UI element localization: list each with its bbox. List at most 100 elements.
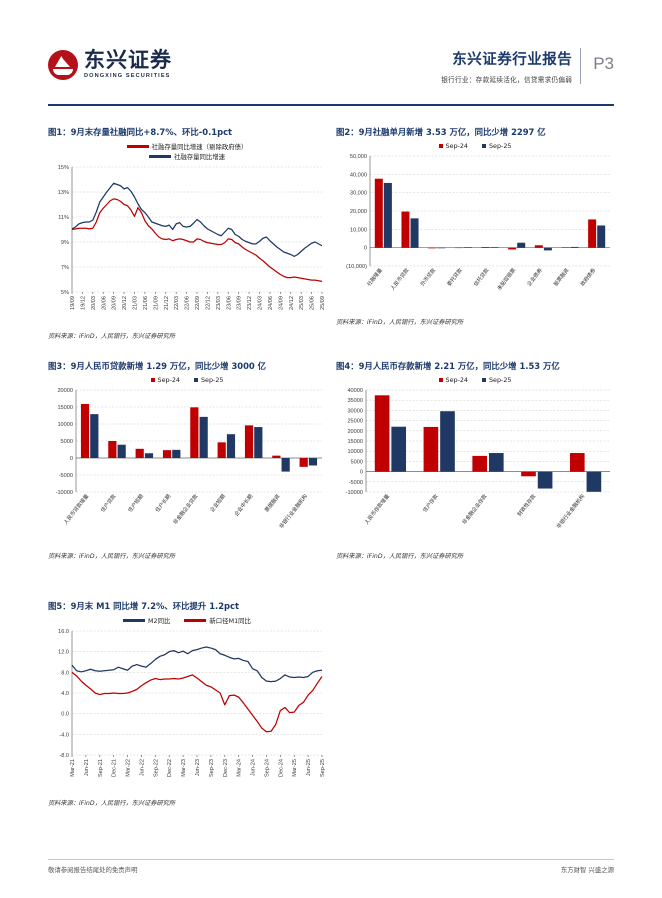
svg-text:企业债券: 企业债券 — [525, 266, 545, 288]
figure-3-legend: Sep-24 Sep-25 — [48, 376, 326, 384]
figure-1-legend-2: 社融存量同比增速 — [48, 152, 326, 161]
svg-text:30000: 30000 — [347, 408, 363, 414]
svg-text:30,000: 30,000 — [350, 191, 367, 197]
logo-name-en: DONGXING SECURITIES — [84, 73, 171, 80]
svg-text:21/09: 21/09 — [153, 296, 159, 310]
header-divider — [48, 104, 614, 107]
page-header: 东兴证券 DONGXING SECURITIES 东兴证券行业报告 银行行业：存… — [48, 48, 614, 96]
svg-text:-8.0: -8.0 — [59, 753, 69, 759]
legend-item: 新口径M1同比 — [184, 616, 251, 625]
svg-text:非银行业金融机构: 非银行业金融机构 — [554, 492, 586, 530]
legend-swatch-icon — [482, 144, 486, 148]
svg-text:25/09: 25/09 — [320, 296, 326, 310]
report-title: 东兴证券行业报告 — [452, 52, 573, 68]
figure-panel-2: 图2：9月社融单月新增 3.53 万亿，同比少增 2297 亿 Sep-24 S… — [336, 126, 614, 326]
svg-text:20,000: 20,000 — [350, 209, 367, 215]
logo-name-cn: 东兴证券 — [84, 48, 172, 73]
legend-item: Sep-24 — [438, 376, 468, 384]
svg-text:Sep-21: Sep-21 — [98, 759, 104, 777]
legend-swatch-icon — [126, 145, 149, 148]
svg-text:0: 0 — [364, 246, 367, 252]
svg-text:Dec-22: Dec-22 — [167, 759, 173, 777]
figure-5-legend: M2同比 新口径M1同比 — [48, 616, 326, 625]
figure-1-legend: 社融存量同比增速（剔除政府债） — [48, 142, 326, 151]
svg-text:24/09: 24/09 — [278, 296, 284, 310]
svg-text:Sep-22: Sep-22 — [153, 759, 159, 777]
svg-text:5%: 5% — [61, 290, 69, 296]
figure-4-legend: Sep-24 Sep-25 — [336, 376, 614, 384]
legend-swatch-icon — [438, 378, 443, 382]
figure-2-source: 资料来源：iFinD，人民银行，东兴证券研究所 — [336, 319, 464, 326]
report-subtitle: 银行行业：存款延续活化，信贷需求仍偏弱 — [441, 76, 573, 84]
svg-text:22/09: 22/09 — [195, 296, 201, 310]
svg-text:人民币贷款: 人民币贷款 — [388, 266, 411, 292]
svg-text:Jun-24: Jun-24 — [251, 759, 257, 776]
svg-text:企业中长期: 企业中长期 — [232, 492, 254, 517]
svg-text:25000: 25000 — [347, 419, 363, 425]
svg-text:23/09: 23/09 — [237, 296, 243, 310]
svg-text:7%: 7% — [61, 265, 69, 271]
svg-text:-10000: -10000 — [346, 490, 363, 496]
figure-4-source: 资料来源：iFinD，人民银行，东兴证券研究所 — [336, 553, 464, 560]
figure-3-source: 资料来源：iFinD，人民银行，东兴证券研究所 — [48, 553, 176, 560]
svg-text:20/06: 20/06 — [101, 296, 107, 310]
svg-text:Mar-24: Mar-24 — [237, 759, 243, 777]
svg-text:股票融资: 股票融资 — [551, 266, 570, 287]
legend-item: Sep-24 — [150, 376, 180, 384]
svg-text:13%: 13% — [58, 190, 69, 196]
figure-panel-3: 图3：9月人民币贷款新增 1.29 万亿，同比少增 3000 亿 Sep-24 … — [48, 360, 326, 560]
svg-text:40,000: 40,000 — [350, 172, 367, 178]
figure-5-source: 资料来源：iFinD，人民银行，东兴证券研究所 — [48, 800, 176, 807]
svg-text:4.0: 4.0 — [61, 691, 69, 697]
svg-text:22/03: 22/03 — [174, 296, 180, 310]
legend-label: 社融存量同比增速 — [173, 153, 226, 161]
svg-text:21/06: 21/06 — [143, 296, 149, 310]
svg-text:Dec-21: Dec-21 — [112, 759, 118, 777]
svg-text:财政性存款: 财政性存款 — [515, 492, 538, 518]
header-titles: 东兴证券行业报告 银行行业：存款延续活化，信贷需求仍偏弱 — [441, 48, 582, 84]
svg-text:社融增量: 社融增量 — [365, 266, 384, 287]
figure-1-source: 资料来源：iFinD，人民银行，东兴证券研究所 — [48, 333, 176, 340]
legend-item: Sep-25 — [482, 376, 511, 384]
svg-text:23/03: 23/03 — [216, 296, 222, 310]
figure-2-legend: Sep-24 Sep-25 — [336, 142, 614, 150]
svg-text:Jun-22: Jun-22 — [139, 759, 145, 776]
legend-swatch-icon — [194, 378, 198, 382]
figure-5-chart: -8.0 -4.0 0.0 4.0 8.0 12.0 16.0 Mar-21 Jun-21 Sep… — [48, 627, 326, 795]
svg-text:住户贷款: 住户贷款 — [98, 492, 118, 514]
figure-1-title: 图1：9月末存量社融同比+8.7%、环比-0.1pct — [48, 127, 233, 137]
svg-text:50,000: 50,000 — [350, 154, 367, 160]
legend-label: Sep-24 — [445, 142, 468, 150]
figure-2-title: 图2：9月社融单月新增 3.53 万亿，同比少增 2297 亿 — [336, 127, 546, 137]
legend-swatch-icon — [438, 144, 443, 148]
svg-text:Sep-24: Sep-24 — [264, 759, 270, 777]
figure-panel-4: 图4：9月人民币存款新增 2.21 万亿，同比少增 1.53 万亿 Sep-24… — [336, 360, 614, 560]
footer-disclaimer: 敬请参阅报告结尾处的免责声明 — [48, 866, 138, 874]
svg-text:住户长期: 住户长期 — [153, 492, 172, 513]
legend-label: 社融存量同比增速（剔除政府债） — [151, 143, 248, 151]
legend-swatch-icon — [482, 378, 486, 382]
figure-panel-5: 图5：9月末 M1 同比增 7.2%、环比提升 1.2pct M2同比 新口径M… — [48, 600, 326, 807]
footer-slogan: 东方财智 兴盛之源 — [560, 866, 614, 874]
figure-4-chart: -10000 -5000 0 5000 10000 15000 20000 25000 3000… — [336, 386, 614, 548]
legend-swatch-icon — [150, 378, 155, 382]
page-number: P3 — [593, 54, 614, 73]
svg-text:Jun-21: Jun-21 — [84, 759, 90, 776]
legend-item: Sep-25 — [482, 142, 511, 150]
svg-text:Sep-25: Sep-25 — [320, 759, 326, 777]
svg-text:24/12: 24/12 — [289, 296, 295, 310]
page-footer: 敬请参阅报告结尾处的免责声明 东方财智 兴盛之源 — [48, 859, 614, 874]
svg-text:-4.0: -4.0 — [59, 732, 69, 738]
svg-text:0.0: 0.0 — [61, 712, 69, 718]
svg-text:40000: 40000 — [347, 388, 363, 394]
svg-text:10000: 10000 — [57, 422, 73, 428]
svg-text:外币贷款: 外币贷款 — [418, 266, 438, 288]
svg-text:24/03: 24/03 — [258, 296, 264, 310]
svg-text:0: 0 — [360, 470, 363, 476]
figure-2-chart: (10,000) 0 10,000 20,000 30,000 40,000 50,000 社… — [336, 152, 614, 314]
figure-panel-1: 图1：9月末存量社融同比+8.7%、环比-0.1pct 社融存量同比增速（剔除政… — [48, 126, 326, 340]
svg-text:20/12: 20/12 — [122, 296, 128, 310]
svg-text:12.0: 12.0 — [58, 650, 69, 656]
legend-item: M2同比 — [123, 616, 170, 625]
svg-text:15%: 15% — [58, 165, 69, 171]
